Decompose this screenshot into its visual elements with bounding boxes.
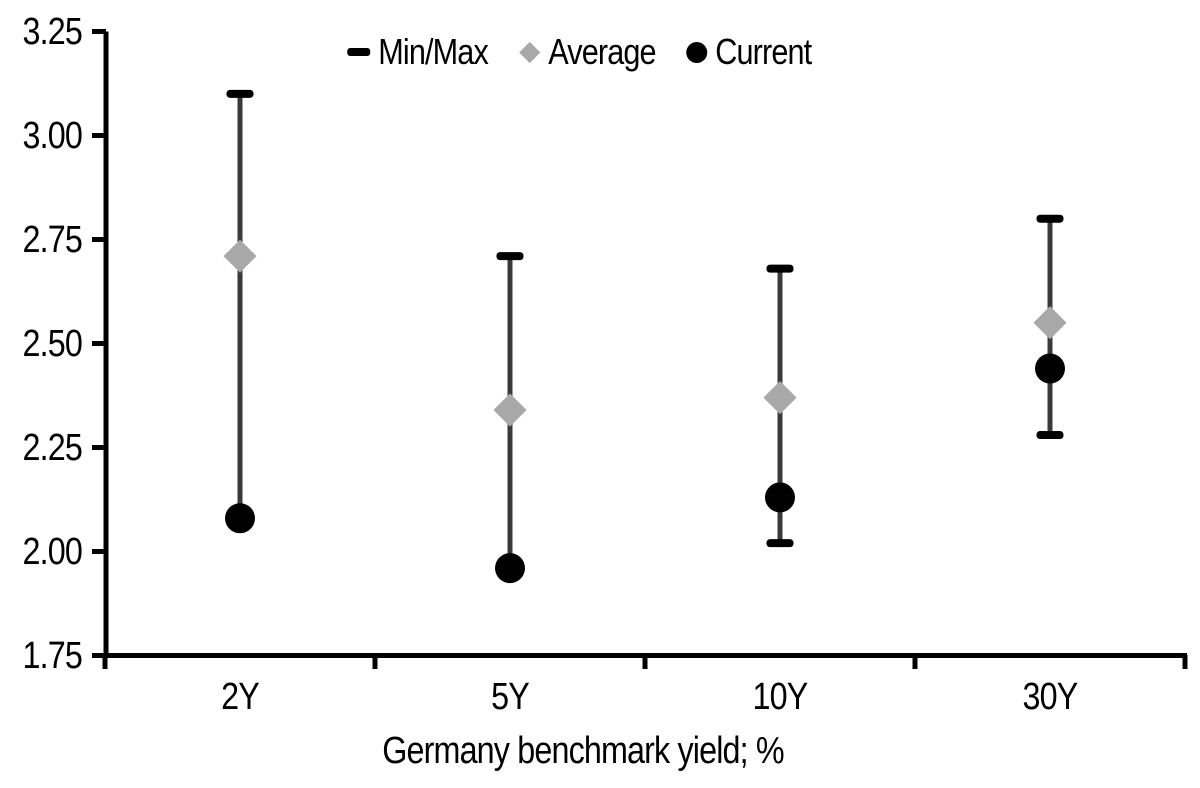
x-axis-tick-label: 30Y [1022, 676, 1079, 718]
y-axis-tick-label: 3.25 [22, 10, 83, 53]
range-cap-min [766, 539, 794, 548]
y-axis-tick-label: 2.75 [22, 218, 83, 261]
x-axis-tick-label: 10Y [752, 676, 809, 718]
average-diamond-marker [493, 393, 527, 427]
range-cap-max [766, 264, 794, 273]
x-axis-tick-label: 2Y [221, 676, 260, 718]
average-diamond-marker [1033, 306, 1067, 340]
current-circle-icon [686, 41, 708, 63]
range-cap-min [1036, 431, 1064, 440]
legend-item-minmax: Min/Max [347, 33, 507, 71]
legend-item-average: Average [519, 33, 674, 71]
current-circle-marker [1035, 353, 1065, 384]
y-axis-tick-label: 2.50 [22, 322, 83, 365]
legend-label-minmax: Min/Max [378, 31, 489, 72]
legend-label-current: Current [715, 31, 813, 72]
average-diamond-marker [763, 381, 797, 415]
average-diamond-marker [223, 239, 257, 273]
range-cap-max [226, 89, 254, 98]
current-circle-marker [495, 553, 525, 584]
legend-item-current: Current [686, 31, 829, 72]
y-axis-tick-label: 2.25 [22, 426, 83, 469]
x-axis-tick-label: 5Y [491, 676, 530, 718]
legend-label-average: Average [548, 31, 656, 72]
range-cap-max [496, 252, 524, 261]
chart-legend: Min/Max Average Current [347, 33, 829, 71]
current-circle-marker [225, 503, 255, 534]
y-axis-tick-label: 2.00 [22, 530, 83, 573]
x-axis-title: Germany benchmark yield; % [382, 730, 784, 772]
minmax-dash-icon [347, 48, 371, 56]
average-diamond-icon [519, 41, 541, 63]
current-circle-marker [765, 482, 795, 513]
y-axis-tick-label: 1.75 [22, 634, 83, 677]
y-axis-tick-label: 3.00 [22, 114, 83, 157]
range-cap-max [1036, 214, 1064, 223]
